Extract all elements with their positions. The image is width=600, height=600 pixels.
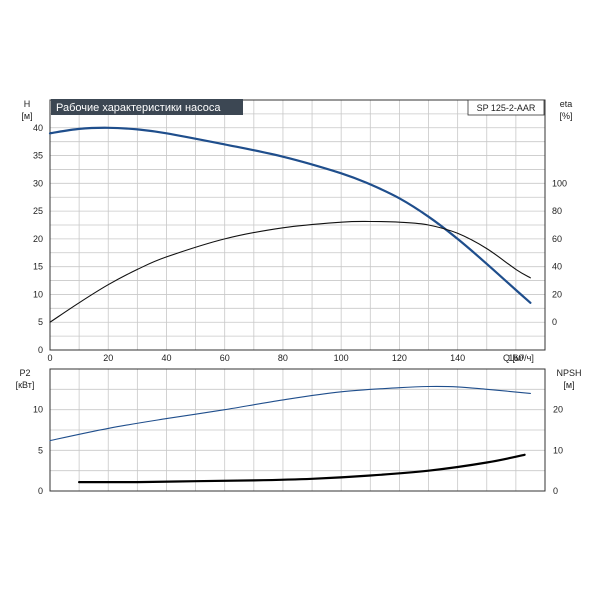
title-box <box>51 99 243 115</box>
h-tick-label: 30 <box>33 178 43 188</box>
eta-tick-label: 0 <box>552 317 557 327</box>
h-tick-label: 15 <box>33 262 43 272</box>
npsh-tick-label: 20 <box>553 405 563 415</box>
npsh-tick-label: 10 <box>553 445 563 455</box>
chart-header: Рабочие характеристики насоса SP 125-2-A… <box>51 99 545 116</box>
eta-axis-label: eta <box>560 99 573 109</box>
h-tick-label: 0 <box>38 345 43 355</box>
eta-axis-unit: [%] <box>559 111 572 121</box>
h-axis-unit: [м] <box>21 111 32 121</box>
h-tick-label: 5 <box>38 317 43 327</box>
h-axis-label: H <box>24 99 31 109</box>
npsh-tick-label: 0 <box>553 486 558 496</box>
npsh-curve <box>78 453 526 484</box>
power-npsh-panel: 0 5 10 P2 [кВт] 0 10 20 NPSH [м] <box>16 368 582 496</box>
x-tick-label: 120 <box>392 353 407 363</box>
x-tick-label: 140 <box>450 353 465 363</box>
x-tick-label: 20 <box>103 353 113 363</box>
eta-tick-label: 80 <box>552 206 562 216</box>
x-tick-label: 40 <box>161 353 171 363</box>
eta-tick-label: 60 <box>552 234 562 244</box>
h-tick-label: 25 <box>33 206 43 216</box>
h-tick-label: 35 <box>33 151 43 161</box>
power-p2-curve <box>49 385 531 442</box>
pump-model-label: SP 125-2-AAR <box>477 103 536 113</box>
eta-tick-label: 100 <box>552 178 567 188</box>
npsh-axis-label: NPSH <box>556 368 581 378</box>
chart-title: Рабочие характеристики насоса <box>56 102 221 114</box>
bottom-plot-frame <box>49 368 546 492</box>
x-tick-label: 60 <box>220 353 230 363</box>
h-tick-label: 10 <box>33 289 43 299</box>
p2-axis-label: P2 <box>19 368 30 378</box>
p2-axis-unit: [кВт] <box>16 380 35 390</box>
h-tick-label: 40 <box>33 123 43 133</box>
x-tick-label: 160 <box>508 353 523 363</box>
model-box <box>467 99 545 116</box>
p2-tick-label: 5 <box>38 445 43 455</box>
eta-tick-label: 40 <box>552 262 562 272</box>
x-tick-label: 0 <box>47 353 52 363</box>
efficiency-curve <box>49 220 531 323</box>
eta-tick-label: 20 <box>552 289 562 299</box>
x-tick-label: 100 <box>334 353 349 363</box>
p2-tick-label: 0 <box>38 486 43 496</box>
p2-tick-label: 10 <box>33 405 43 415</box>
head-curve <box>48 126 532 304</box>
top-plot-frame <box>49 99 546 351</box>
h-tick-label: 20 <box>33 234 43 244</box>
x-axis-label: Q [м³/ч] <box>503 353 534 363</box>
npsh-axis-unit: [м] <box>563 380 574 390</box>
x-tick-label: 80 <box>278 353 288 363</box>
